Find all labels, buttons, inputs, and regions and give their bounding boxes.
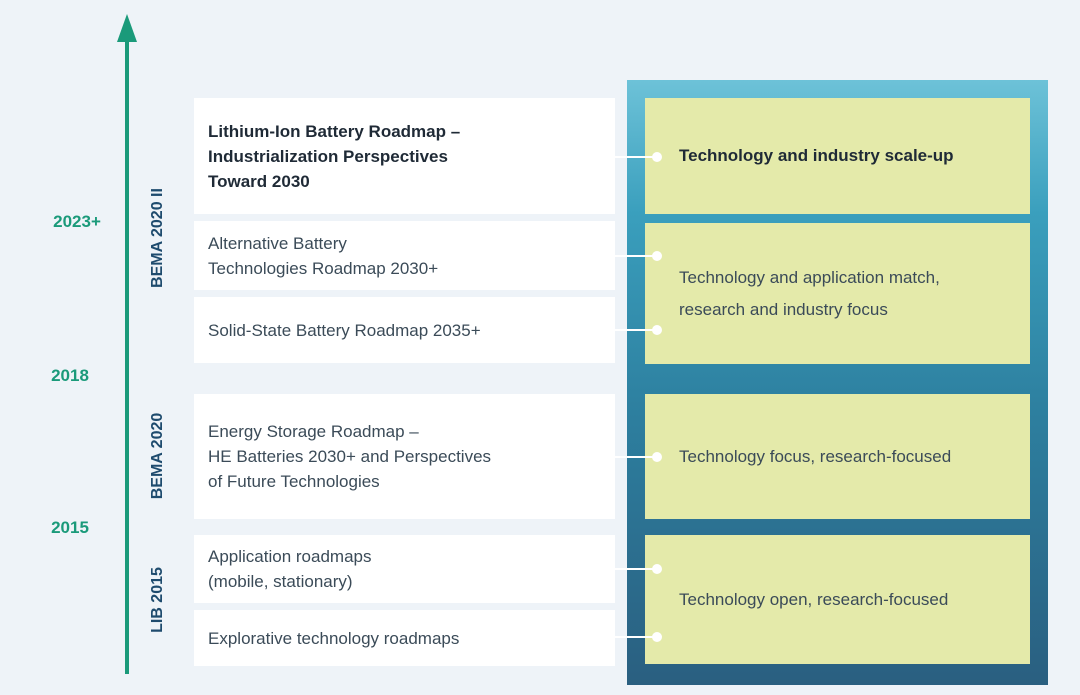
- focus-line: Technology and application match,: [679, 267, 940, 287]
- connector-line: [615, 568, 657, 570]
- year-label-2015: 2015: [51, 518, 89, 537]
- phase-label-bema-2020: BEMA 2020: [149, 412, 166, 500]
- focus-box-technology-focus: Technology focus, research-focused: [645, 394, 1030, 519]
- year-label-2023: 2023+: [53, 212, 101, 231]
- timeline-arrow-head: [117, 14, 137, 42]
- connector-dot: [652, 325, 662, 335]
- phase-label-bema-2020-ii: BEMA 2020 II: [149, 188, 166, 288]
- roadmap-line: (mobile, stationary): [208, 572, 353, 591]
- connector-line: [615, 156, 657, 158]
- phase-label-lib-2015: LIB 2015: [149, 567, 166, 633]
- focus-line: Technology and industry scale-up: [679, 146, 954, 165]
- connector-line: [615, 636, 657, 638]
- connector-line: [615, 329, 657, 331]
- roadmap-line: of Future Technologies: [208, 472, 380, 491]
- year-label-2018: 2018: [51, 366, 89, 385]
- roadmap-box-alternative: Alternative Battery Technologies Roadmap…: [194, 221, 615, 290]
- roadmap-box-energy-storage: Energy Storage Roadmap – HE Batteries 20…: [194, 394, 615, 519]
- roadmap-line: Toward 2030: [208, 171, 310, 191]
- focus-line: Technology open, research-focused: [679, 589, 949, 609]
- roadmap-line: Lithium-Ion Battery Roadmap –: [208, 121, 461, 141]
- focus-line: research and industry focus: [679, 299, 888, 319]
- roadmap-line: Energy Storage Roadmap –: [208, 422, 419, 441]
- focus-box-technology-open: Technology open, research-focused: [645, 535, 1030, 664]
- timeline-arrow-line: [125, 36, 129, 674]
- connector-line: [615, 456, 657, 458]
- roadmap-box-application: Application roadmaps (mobile, stationary…: [194, 535, 615, 603]
- roadmap-line: Application roadmaps: [208, 547, 372, 566]
- connector-dot: [652, 632, 662, 642]
- roadmap-box-explorative: Explorative technology roadmaps: [194, 610, 615, 666]
- connector-dot: [652, 152, 662, 162]
- roadmap-line: Alternative Battery: [208, 233, 347, 253]
- connector-dot: [652, 564, 662, 574]
- roadmap-line: Industrialization Perspectives: [208, 146, 448, 166]
- connector-line: [615, 255, 657, 257]
- roadmap-line: Solid-State Battery Roadmap 2035+: [208, 320, 481, 340]
- focus-box-scale-up: Technology and industry scale-up: [645, 98, 1030, 214]
- connector-dot: [652, 251, 662, 261]
- roadmap-line: HE Batteries 2030+ and Perspectives: [208, 447, 492, 466]
- connector-dot: [652, 452, 662, 462]
- roadmap-box-solid-state: Solid-State Battery Roadmap 2035+: [194, 297, 615, 363]
- roadmap-line: Technologies Roadmap 2030+: [208, 258, 439, 278]
- roadmap-box-lithium-ion: Lithium-Ion Battery Roadmap – Industrial…: [194, 98, 615, 214]
- focus-box-application-match: Technology and application match, resear…: [645, 223, 1030, 364]
- roadmap-line: Explorative technology roadmaps: [208, 628, 460, 648]
- focus-line: Technology focus, research-focused: [679, 446, 952, 466]
